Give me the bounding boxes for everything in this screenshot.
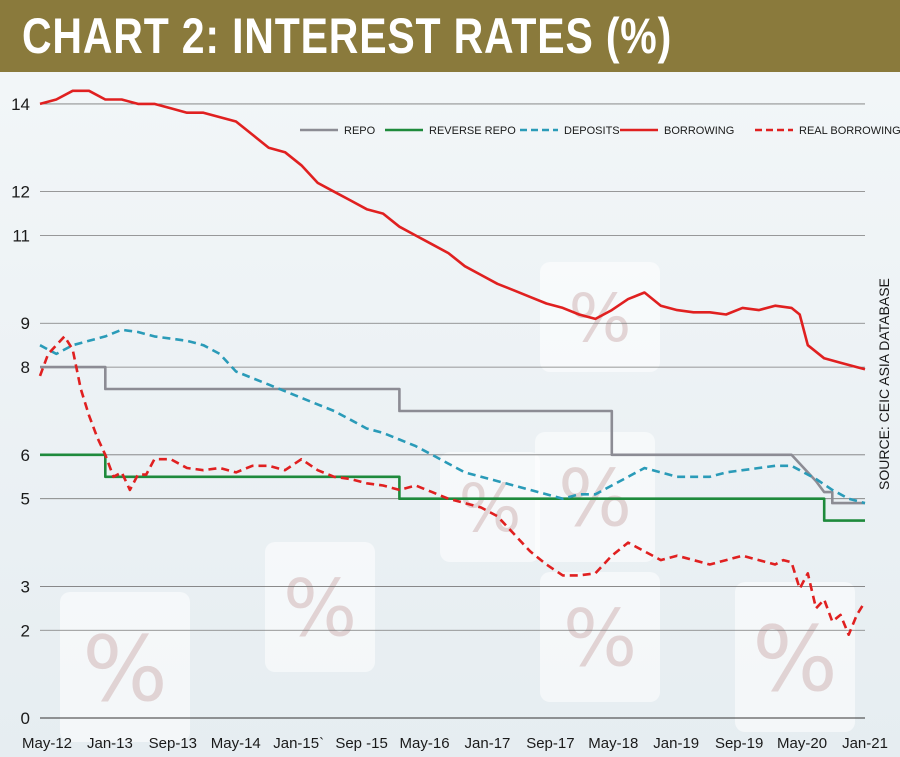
x-tick-label: Sep-19 <box>715 735 763 752</box>
y-tick-label: 6 <box>21 446 30 465</box>
decor-percent-glyph: % <box>563 595 637 685</box>
y-tick-label: 9 <box>21 314 30 333</box>
y-tick-label: 0 <box>21 709 30 728</box>
decor-percent-glyph: % <box>82 617 168 722</box>
decor-percent-glyph: % <box>459 470 522 547</box>
chart-title: CHART 2: INTEREST RATES (%) <box>22 8 673 64</box>
y-tick-label: 11 <box>12 227 30 246</box>
y-tick-label: 5 <box>21 490 30 509</box>
x-tick-label: Jan-17 <box>465 735 511 752</box>
x-tick-label: May-20 <box>777 735 827 752</box>
y-axis: 0 2 3 5 6 8 9 11 12 14 <box>11 95 30 728</box>
x-tick-label: Jan-21 <box>842 735 888 752</box>
series-line-borrowing <box>39 89 866 371</box>
source-label: SOURCE: CEIC ASIA DATABASE <box>876 278 892 490</box>
x-tick-label: Jan-15` <box>273 735 324 752</box>
decor-percent-glyph: % <box>283 565 357 655</box>
legend-label: REAL BORROWING <box>799 125 900 137</box>
x-tick-label: May-16 <box>400 735 450 752</box>
line-chart: %%%%%%% 0 2 3 5 6 8 9 11 12 14 May-12 Jan-13 Sep-13… <box>0 72 900 757</box>
series-line-deposits <box>39 328 866 505</box>
decor-cube <box>535 432 655 562</box>
decor-cube <box>265 542 375 672</box>
y-tick-label: 14 <box>11 95 30 114</box>
x-tick-label: Sep -15 <box>335 735 388 752</box>
decor-cube <box>540 572 660 702</box>
x-tick-label: May-14 <box>211 735 261 752</box>
gridlines <box>40 103 865 719</box>
x-tick-label: Sep-17 <box>526 735 574 752</box>
y-tick-label: 8 <box>21 358 30 377</box>
legend-label: BORROWING <box>664 125 734 137</box>
legend-label: DEPOSITS <box>564 125 620 137</box>
y-tick-label: 12 <box>11 183 30 202</box>
y-tick-label: 3 <box>21 577 30 596</box>
legend: REPO REVERSE REPO DEPOSITS BORROWING REAL BO… <box>300 125 900 137</box>
chart-title-bar: CHART 2: INTEREST RATES (%) <box>0 0 900 72</box>
x-axis: May-12 Jan-13 Sep-13 May-14 Jan-15` Sep -15 Ma… <box>22 735 888 752</box>
legend-label: REVERSE REPO <box>429 125 516 137</box>
series-line-repo <box>40 365 865 505</box>
decor-percent-glyph: % <box>752 607 838 712</box>
series-group <box>38 89 867 636</box>
x-tick-label: Jan-19 <box>653 735 699 752</box>
x-tick-label: Jan-13 <box>87 735 133 752</box>
x-tick-label: May-18 <box>588 735 638 752</box>
series-line-real-borrowing <box>38 335 867 636</box>
x-tick-label: May-12 <box>22 735 72 752</box>
legend-label: REPO <box>344 125 376 137</box>
background-decoration: %%%%%%% <box>60 262 855 742</box>
decor-cube <box>735 582 855 732</box>
y-tick-label: 2 <box>21 621 30 640</box>
decor-cube <box>60 592 190 742</box>
decor-percent-glyph: % <box>569 280 632 357</box>
x-tick-label: Sep-13 <box>149 735 197 752</box>
